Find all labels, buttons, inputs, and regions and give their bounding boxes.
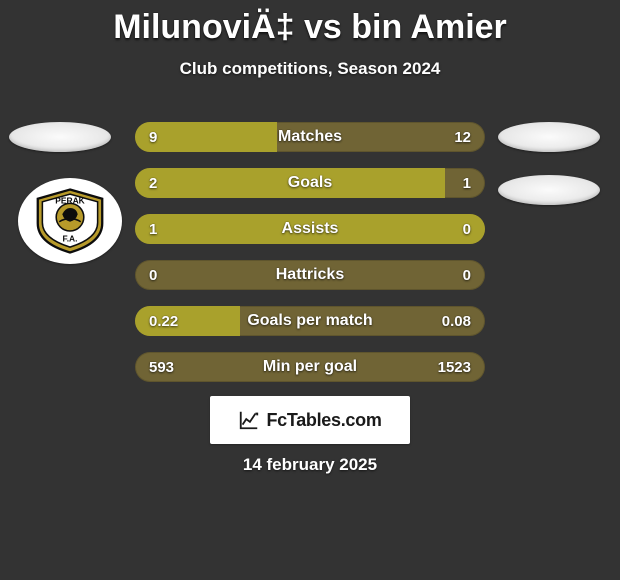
- chart-icon: [238, 409, 260, 431]
- branding-box: FcTables.com: [210, 396, 410, 444]
- player-left-badge: [9, 122, 111, 152]
- stat-row: 0.22Goals per match0.08: [135, 306, 485, 336]
- page-title: MilunoviÄ‡ vs bin Amier: [0, 8, 620, 47]
- stat-label: Goals per match: [135, 306, 485, 336]
- stat-label: Min per goal: [135, 352, 485, 382]
- player-right-badge-2: [498, 175, 600, 205]
- player-right-badge-1: [498, 122, 600, 152]
- stat-label: Hattricks: [135, 260, 485, 290]
- stat-value-right: 0: [463, 260, 471, 290]
- stat-value-right: 1523: [438, 352, 471, 382]
- crest-bottom-text: F.A.: [62, 234, 77, 244]
- stat-value-right: 12: [454, 122, 471, 152]
- stat-value-right: 1: [463, 168, 471, 198]
- page-subtitle: Club competitions, Season 2024: [0, 59, 620, 79]
- stat-label: Matches: [135, 122, 485, 152]
- stat-value-right: 0: [463, 214, 471, 244]
- stat-row: 1Assists0: [135, 214, 485, 244]
- stat-row: 9Matches12: [135, 122, 485, 152]
- branding-text: FcTables.com: [266, 410, 381, 431]
- comparison-bars: 9Matches122Goals11Assists00Hattricks00.2…: [135, 122, 485, 398]
- stat-row: 2Goals1: [135, 168, 485, 198]
- crest-icon: PERAK F.A.: [31, 188, 109, 254]
- footer-date: 14 february 2025: [0, 455, 620, 475]
- stat-row: 0Hattricks0: [135, 260, 485, 290]
- club-crest: PERAK F.A.: [18, 178, 122, 264]
- crest-top-text: PERAK: [55, 195, 85, 205]
- stat-row: 593Min per goal1523: [135, 352, 485, 382]
- stat-label: Goals: [135, 168, 485, 198]
- stat-value-right: 0.08: [442, 306, 471, 336]
- stat-label: Assists: [135, 214, 485, 244]
- stats-comparison-card: MilunoviÄ‡ vs bin Amier Club competition…: [0, 0, 620, 580]
